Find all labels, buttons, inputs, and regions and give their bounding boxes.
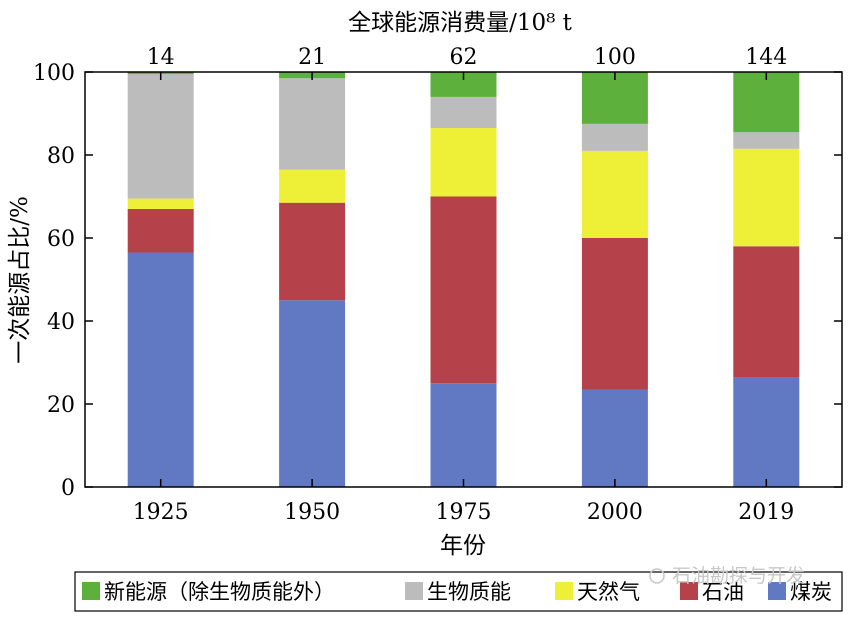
bar-segment-1950-s0 — [279, 300, 346, 487]
top-axis-tick-label: 62 — [450, 45, 478, 70]
x-tick-label: 1975 — [436, 500, 492, 525]
legend-label-4: 新能源（除生物质能外） — [104, 580, 335, 604]
legend-box — [74, 571, 843, 612]
y-tick-label: 60 — [47, 227, 75, 252]
x-tick-label: 1925 — [133, 500, 189, 525]
x-tick-label: 1950 — [284, 500, 340, 525]
bar-segment-1925-s2 — [127, 198, 194, 209]
top-axis-tick-label: 100 — [594, 45, 636, 70]
x-tick-label: 2019 — [738, 500, 794, 525]
legend: 新能源（除生物质能外） 生物质能 天然气 石油 煤炭 — [82, 580, 832, 604]
y-axis-title: 一次能源占比/% — [7, 196, 33, 364]
top-axis-title: 全球能源消费量/10⁸ t — [348, 10, 573, 36]
y-tick-label: 20 — [47, 393, 75, 418]
bar-segment-2019-s4 — [733, 72, 800, 133]
y-tick-label: 100 — [33, 61, 75, 86]
bar-segment-1925-s1 — [127, 208, 194, 253]
bar-segment-1950-s3 — [279, 78, 346, 170]
bar-segment-2019-s1 — [733, 246, 800, 378]
legend-label-3: 生物质能 — [427, 580, 511, 604]
bar-segment-1975-s3 — [430, 96, 497, 129]
legend-swatch-4 — [82, 582, 100, 600]
bar-segment-1925-s3 — [127, 74, 194, 199]
bar-segment-2019-s0 — [733, 377, 800, 487]
bar-segment-1975-s0 — [430, 383, 497, 487]
x-tick-label: 2000 — [587, 500, 643, 525]
bar-segment-2000-s3 — [581, 123, 648, 151]
bar-segment-2000-s2 — [581, 150, 648, 238]
legend-swatch-2 — [555, 582, 573, 600]
bar-segment-1925-s0 — [127, 252, 194, 487]
top-axis-tick-label: 21 — [298, 45, 326, 70]
wechat-icon — [649, 568, 665, 584]
legend-label-0: 煤炭 — [790, 580, 832, 604]
ticks-layer: 0 20 40 60 80 100 1925 14 1950 21 1975 62 2000 100 201… — [33, 45, 842, 525]
bar-segment-1950-s1 — [279, 202, 346, 301]
bar-segment-2000-s4 — [581, 72, 648, 124]
x-axis-title: 年份 — [440, 533, 486, 559]
top-axis-tick-label: 144 — [745, 45, 787, 70]
bar-segment-2000-s0 — [581, 389, 648, 487]
bar-segment-2000-s1 — [581, 238, 648, 390]
legend-swatch-1 — [680, 582, 698, 600]
y-tick-label: 0 — [61, 476, 75, 501]
legend-label-2: 天然气 — [577, 580, 640, 604]
y-tick-label: 40 — [47, 310, 75, 335]
legend-label-1: 石油 — [702, 580, 744, 604]
bar-segment-1975-s1 — [430, 196, 497, 384]
legend-swatch-3 — [405, 582, 423, 600]
top-axis-tick-label: 14 — [147, 45, 175, 70]
bar-segment-2019-s3 — [733, 132, 800, 149]
watermark: 石油勘探与开发 — [649, 565, 805, 587]
y-tick-label: 80 — [47, 144, 75, 169]
legend-swatch-0 — [768, 582, 786, 600]
bar-segment-2019-s2 — [733, 148, 800, 247]
bars-layer — [127, 72, 800, 487]
watermark-text: 石油勘探与开发 — [672, 565, 805, 587]
bar-segment-1975-s2 — [430, 128, 497, 197]
bar-segment-1950-s2 — [279, 169, 346, 203]
